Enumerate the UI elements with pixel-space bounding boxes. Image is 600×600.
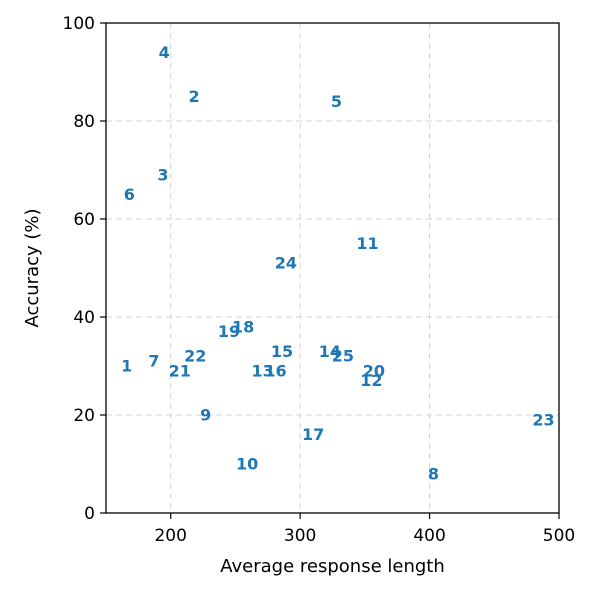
x-axis-label: Average response length <box>220 556 445 577</box>
data-point-label: 10 <box>236 455 258 474</box>
data-point-label: 6 <box>124 185 135 204</box>
plot-frame <box>105 22 560 514</box>
data-point-label: 16 <box>264 361 286 380</box>
y-tick-label: 0 <box>84 504 95 524</box>
x-tick-label: 200 <box>154 526 186 546</box>
data-point-label: 1 <box>121 357 132 376</box>
data-point-label: 24 <box>275 254 297 273</box>
x-tick-label: 400 <box>413 526 445 546</box>
data-point-label: 2 <box>188 87 199 106</box>
y-tick-label: 20 <box>73 406 95 426</box>
data-point-label: 5 <box>331 92 342 111</box>
y-axis-label: Accuracy (%) <box>22 208 43 327</box>
data-point-label: 12 <box>360 371 382 390</box>
data-point-label: 9 <box>200 406 211 425</box>
data-point-label: 3 <box>157 165 168 184</box>
data-point-label: 21 <box>169 361 191 380</box>
data-point-label: 4 <box>159 43 170 62</box>
data-point-label: 18 <box>232 317 254 336</box>
data-point-label: 11 <box>356 234 378 253</box>
data-point-label: 20 <box>363 361 385 380</box>
data-point-labels: 1234567891011121314151617181920212223242… <box>121 43 554 483</box>
data-point-label: 23 <box>532 410 554 429</box>
y-tick-label: 60 <box>73 210 95 230</box>
data-point-label: 15 <box>271 342 293 361</box>
y-tick-label: 80 <box>73 112 95 132</box>
axis-ticks: 200 300 400 500 0 20 40 60 80 100 <box>63 14 576 546</box>
data-point-label: 19 <box>218 322 240 341</box>
x-tick-label: 500 <box>543 526 575 546</box>
data-point-label: 22 <box>184 347 206 366</box>
x-tick-label: 300 <box>284 526 316 546</box>
data-point-label: 7 <box>148 352 159 371</box>
y-tick-label: 40 <box>73 308 95 328</box>
data-point-label: 13 <box>251 361 273 380</box>
data-point-label: 14 <box>319 342 341 361</box>
data-point-label: 25 <box>332 347 354 366</box>
data-point-label: 17 <box>302 425 324 444</box>
y-tick-label: 100 <box>63 14 95 34</box>
data-point-label: 8 <box>428 464 439 483</box>
